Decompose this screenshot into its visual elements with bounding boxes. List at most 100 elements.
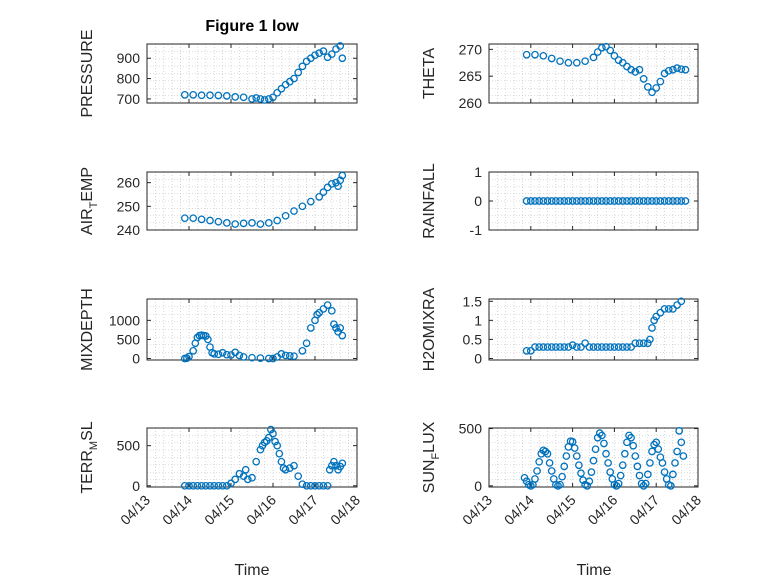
data-point — [539, 51, 548, 60]
data-point — [648, 88, 656, 97]
series-h2omixra — [522, 297, 686, 355]
data-point — [526, 197, 535, 205]
data-point — [641, 479, 650, 488]
data-point — [595, 429, 604, 438]
data-point — [306, 481, 315, 490]
data-point — [235, 469, 244, 478]
data-point — [666, 482, 675, 490]
data-point — [675, 427, 684, 435]
y-tick-label: 250 — [117, 198, 141, 214]
data-point — [298, 346, 307, 355]
data-point — [338, 459, 347, 468]
data-point — [627, 343, 635, 351]
data-point — [593, 343, 602, 351]
data-point — [627, 197, 635, 205]
data-point — [231, 475, 240, 484]
data-point — [311, 51, 319, 60]
data-point — [206, 216, 214, 225]
data-point — [564, 197, 573, 205]
data-point — [606, 468, 615, 476]
data-point — [660, 197, 669, 205]
data-point — [656, 197, 665, 205]
data-point — [271, 437, 279, 446]
y-tick-label: 700 — [117, 91, 141, 107]
x-tick-label: 04/17 — [285, 492, 321, 528]
data-point — [643, 197, 652, 205]
data-point — [290, 352, 298, 361]
y-axis-label-main: AIR — [79, 208, 96, 235]
axes-air_temp: 240 250 260 AIRTEMP — [79, 167, 358, 238]
data-point — [606, 197, 615, 205]
data-point — [336, 324, 345, 332]
x-tick-label: 04/13 — [117, 492, 153, 528]
x-tick-label: 04/13 — [459, 492, 495, 528]
data-point — [598, 431, 606, 440]
data-point — [275, 449, 284, 458]
series-air_temp — [180, 171, 347, 228]
data-point — [319, 481, 328, 490]
data-point — [664, 305, 673, 313]
x-tick-label: 04/15 — [543, 492, 579, 528]
y-axis-label-main: TERR — [79, 450, 96, 494]
data-point — [618, 343, 627, 351]
data-point — [575, 461, 583, 470]
data-point — [585, 197, 594, 205]
data-point — [222, 92, 231, 100]
y-tick-label: 265 — [459, 68, 483, 84]
data-point — [267, 425, 275, 434]
axes-frame — [146, 43, 358, 104]
data-point — [643, 339, 652, 348]
data-point — [562, 452, 571, 460]
data-point — [214, 217, 223, 226]
y-axis-label-main: H2OMIXRA — [421, 287, 438, 371]
x-tick-label: 04/14 — [501, 492, 537, 528]
y-tick-label: 0 — [474, 478, 482, 494]
data-point — [210, 350, 219, 358]
data-point — [652, 197, 661, 205]
data-point — [625, 431, 633, 440]
data-point — [581, 197, 589, 205]
data-point — [222, 350, 231, 359]
data-point — [679, 452, 688, 460]
data-point — [660, 468, 669, 476]
data-point — [327, 461, 336, 470]
data-point — [235, 351, 244, 360]
data-point — [543, 343, 552, 351]
data-point — [677, 438, 686, 447]
data-point — [623, 438, 631, 447]
data-point — [643, 470, 652, 479]
data-point — [664, 197, 673, 205]
data-point — [315, 481, 324, 490]
data-point — [239, 353, 248, 361]
y-tick-label: 1.5 — [463, 293, 483, 309]
axes-frame — [146, 171, 358, 231]
data-point — [241, 465, 250, 474]
data-point — [681, 197, 690, 205]
y-tick-label: 240 — [117, 222, 141, 238]
data-point — [252, 94, 261, 102]
data-point — [332, 461, 340, 470]
data-point — [620, 449, 629, 458]
data-point — [631, 339, 640, 348]
data-point — [290, 461, 298, 470]
data-point — [327, 179, 336, 188]
data-point — [201, 481, 210, 490]
data-point — [547, 467, 556, 475]
axes-terr_msl: 0 500 04/13 04/14 04/15 04/16 04/17 04/18 TERRMS… — [79, 421, 363, 528]
data-point — [531, 197, 539, 205]
y-tick-label: 0 — [132, 350, 140, 366]
data-point — [543, 449, 552, 458]
axes-frame — [488, 298, 699, 361]
data-point — [264, 433, 273, 442]
data-point — [583, 482, 592, 490]
data-point — [631, 68, 640, 76]
y-tick-label: 1000 — [109, 312, 140, 328]
data-point — [535, 197, 544, 205]
data-point — [556, 343, 564, 351]
data-point — [256, 354, 265, 362]
data-point — [602, 42, 610, 51]
x-tick-label: 04/17 — [626, 492, 662, 528]
data-point — [214, 350, 223, 359]
data-point — [231, 220, 240, 228]
